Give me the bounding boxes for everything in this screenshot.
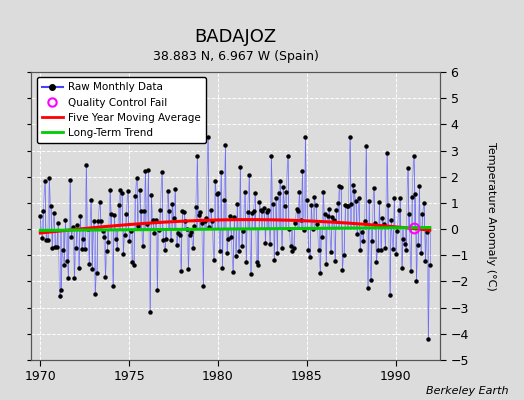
Text: Berkeley Earth: Berkeley Earth [426, 386, 508, 396]
Legend: Raw Monthly Data, Quality Control Fail, Five Year Moving Average, Long-Term Tren: Raw Monthly Data, Quality Control Fail, … [37, 77, 206, 143]
Text: BADAJOZ: BADAJOZ [195, 28, 277, 46]
Y-axis label: Temperature Anomaly (°C): Temperature Anomaly (°C) [486, 142, 496, 290]
Text: 38.883 N, 6.967 W (Spain): 38.883 N, 6.967 W (Spain) [153, 50, 319, 63]
